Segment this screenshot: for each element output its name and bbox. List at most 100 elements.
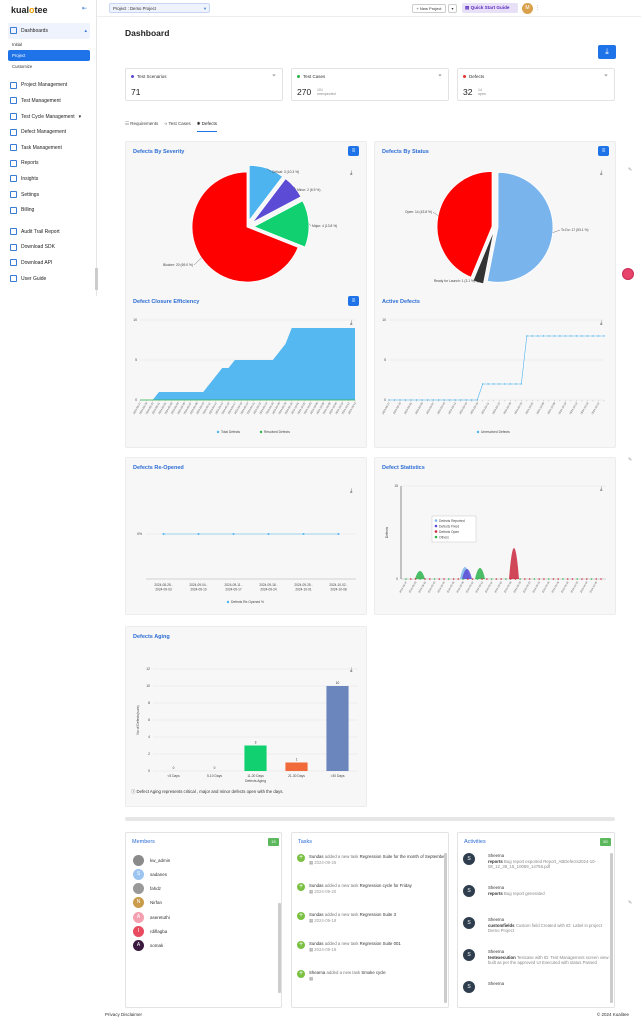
chart-menu-button[interactable]: ≡ bbox=[348, 296, 359, 306]
pin-icon[interactable]: ✎ bbox=[628, 167, 633, 173]
activities-scrollbar[interactable] bbox=[610, 853, 613, 1003]
members-scrollbar[interactable] bbox=[278, 903, 281, 993]
download-icon[interactable]: ⤓ bbox=[600, 486, 603, 492]
stat-defects[interactable]: Defects ⏷ 32 14 open bbox=[457, 68, 615, 101]
download-icon[interactable]: ⤓ bbox=[350, 488, 353, 494]
pin-icon[interactable]: ✎ bbox=[628, 900, 633, 906]
stat-test-scenarios[interactable]: Test Scenarios ⏷ 71 bbox=[125, 68, 283, 101]
gear-icon bbox=[10, 191, 17, 199]
legend-label: Defects Re-Opened % bbox=[231, 600, 264, 604]
data-point bbox=[414, 578, 417, 580]
member-item[interactable]: fahdz bbox=[133, 883, 161, 895]
download-dashboard-button[interactable]: ⤓ bbox=[598, 45, 616, 59]
data-point bbox=[433, 578, 436, 580]
task-date: ▦ bbox=[309, 975, 314, 981]
activity-type: reports bbox=[488, 890, 503, 896]
x-tick-label: 2024-09-07 bbox=[425, 401, 435, 415]
tab-requirements[interactable]: ☷ Requirements bbox=[125, 121, 159, 126]
project-select[interactable]: Project : Demo Project ▾ bbox=[109, 3, 210, 13]
sidebar-item-insights[interactable]: Insights bbox=[8, 171, 90, 187]
task-date: ▦ 2024-09-20 bbox=[309, 888, 337, 894]
sidebar-item-audit[interactable]: Audit Trail Report bbox=[8, 224, 90, 240]
task-item[interactable]: + Sundas added a new task Regression cycl… bbox=[297, 883, 447, 909]
sidebar-item-dashboards[interactable]: Dashboards ▴ bbox=[8, 23, 90, 39]
add-task-icon: + bbox=[297, 970, 305, 978]
tasks-scrollbar[interactable] bbox=[444, 853, 447, 1003]
x-tick-label: 2024-09-03 bbox=[155, 588, 172, 592]
x-tick-label: 2024-09-26 bbox=[502, 401, 512, 415]
y-tick: 5 bbox=[384, 358, 386, 362]
sidebar-sub-customize[interactable]: Customize bbox=[12, 63, 33, 69]
sidebar-scrollbar[interactable] bbox=[95, 268, 98, 290]
activity-type: customfields bbox=[488, 922, 515, 928]
chart-menu-button[interactable]: ≡ bbox=[348, 146, 359, 156]
chart-menu-button[interactable]: ≡ bbox=[598, 146, 609, 156]
filter-icon[interactable]: ⏷ bbox=[437, 73, 442, 79]
task-item[interactable]: + Sundas added a new task Regression Suit… bbox=[297, 854, 447, 880]
new-project-button[interactable]: + New Project bbox=[412, 4, 446, 13]
feedback-button[interactable] bbox=[622, 268, 634, 280]
download-icon bbox=[10, 259, 17, 267]
download-icon[interactable]: ⤓ bbox=[350, 667, 353, 673]
download-icon[interactable]: ⤓ bbox=[600, 320, 603, 326]
download-icon[interactable]: ⤓ bbox=[350, 320, 353, 326]
bar-4 bbox=[326, 686, 349, 771]
data-point bbox=[490, 578, 493, 580]
kualitee-logo[interactable]: kualotee bbox=[11, 5, 48, 15]
member-item[interactable]: kw_admin bbox=[133, 854, 170, 866]
task-item[interactable]: + Sundas added a new task Regression Suit… bbox=[297, 912, 447, 938]
pin-icon[interactable]: ✎ bbox=[628, 457, 633, 463]
sidebar-item-task-management[interactable]: Task Management bbox=[8, 140, 90, 156]
task-name[interactable]: Regression Suite 3 bbox=[359, 912, 396, 917]
tab-test-cases[interactable]: ‹› Test Cases bbox=[164, 121, 191, 126]
sidebar-item-guide[interactable]: User Guide bbox=[8, 271, 90, 287]
stat-test-cases[interactable]: Test Cases ⏷ 270 101 unexpected bbox=[291, 68, 449, 101]
sidebar-item-test-management[interactable]: Test Management bbox=[8, 93, 90, 109]
sidebar-item-settings[interactable]: Settings bbox=[8, 187, 90, 203]
task-item[interactable]: + Shearna added a new task Smoke cycle ▦ bbox=[297, 970, 447, 996]
sidebar-item-reports[interactable]: Reports bbox=[8, 156, 90, 172]
privacy-link[interactable]: Privacy Disclaimer bbox=[105, 1012, 143, 1017]
x-tick-label: 2024-08-29 bbox=[392, 401, 402, 415]
filter-icon[interactable]: ⏷ bbox=[271, 73, 276, 79]
sidebar-item-sdk[interactable]: Download SDK bbox=[8, 240, 90, 256]
task-name[interactable]: Regression Suite for the month of Septem… bbox=[359, 854, 446, 859]
activity-text: Custom field Created with ID: Label in p… bbox=[488, 922, 602, 934]
statistics-area-chart: 15 0 Defects 2024-08-27 2024-08-29 2024-08-31… bbox=[385, 484, 606, 594]
legend-label: Total Defects bbox=[221, 430, 240, 434]
download-icon: ⤓ bbox=[605, 47, 609, 56]
new-project-dropdown-icon[interactable]: ▾ bbox=[448, 4, 457, 13]
x-tick-label: 2024-10-02 bbox=[570, 580, 579, 593]
task-name[interactable]: Smoke cycle bbox=[361, 970, 386, 975]
add-task-icon: + bbox=[297, 912, 305, 920]
download-icon[interactable]: ⤓ bbox=[350, 170, 353, 176]
download-icon[interactable]: ⤓ bbox=[600, 170, 603, 176]
sidebar-item-defect-management[interactable]: Defect Management bbox=[8, 124, 90, 140]
collapse-sidebar-icon[interactable]: ⇤ bbox=[82, 6, 88, 12]
sidebar-item-api[interactable]: Download API bbox=[8, 255, 90, 271]
quick-start-guide-button[interactable]: ▤ Quick Start Guide bbox=[462, 3, 518, 13]
task-action: added a new task bbox=[324, 941, 359, 946]
x-tick-label: 2024-09-22 bbox=[523, 580, 532, 593]
more-icon[interactable]: ⋮ bbox=[535, 5, 540, 11]
sidebar-item-project-management[interactable]: Project Management bbox=[8, 78, 90, 94]
cycle-icon bbox=[10, 113, 17, 121]
filter-icon[interactable]: ⏷ bbox=[603, 73, 608, 79]
task-name[interactable]: Regression Suite 001 bbox=[359, 941, 401, 946]
member-item[interactable]: N Nirfan bbox=[133, 897, 162, 909]
sidebar-item-billing[interactable]: Billing bbox=[8, 202, 90, 218]
sidebar-sub-initial[interactable]: Initial bbox=[12, 41, 23, 47]
data-point bbox=[538, 578, 540, 580]
sidebar-sub-project[interactable]: Project bbox=[8, 49, 90, 61]
tab-defects[interactable]: ✱ Defects bbox=[196, 121, 218, 132]
user-avatar[interactable]: M bbox=[522, 3, 533, 14]
task-name[interactable]: Regression cycle for Friday bbox=[359, 883, 412, 888]
task-item[interactable]: + Sundas added a new task Regression Suit… bbox=[297, 941, 447, 967]
sidebar-item-test-cycle[interactable]: Test Cycle Management ▾ bbox=[8, 109, 90, 125]
copyright: © 2024 Kualitee bbox=[596, 1012, 629, 1017]
